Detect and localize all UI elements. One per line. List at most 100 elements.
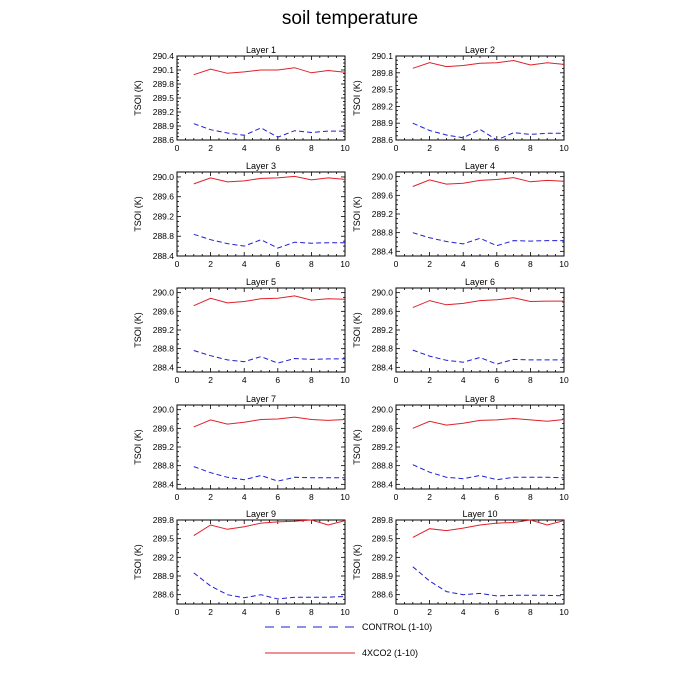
- x-tick-label: 10: [559, 607, 569, 617]
- series-line-control: [412, 122, 564, 141]
- y-axis-label: TSOI (K): [133, 80, 143, 116]
- plot-frame: [395, 171, 565, 257]
- x-tick-label: 4: [242, 259, 247, 269]
- x-tick-label: 6: [494, 259, 499, 269]
- x-tick-label: 4: [461, 259, 466, 269]
- y-tick-label: 290.0: [372, 405, 394, 415]
- x-tick-label: 8: [309, 143, 314, 153]
- x-tick-label: 2: [427, 143, 432, 153]
- x-tick-label: 0: [394, 375, 399, 385]
- figure-title: soil temperature: [281, 8, 419, 29]
- y-axis-label: TSOI (K): [133, 312, 143, 348]
- y-tick-label: 289.2: [153, 552, 175, 562]
- x-tick-label: 0: [394, 607, 399, 617]
- x-tick-label: 2: [208, 375, 213, 385]
- panel-layer-5: Layer 5 TSOI (K) 0 2 4 6 8 10 288.4 288.8 289.2 289…: [133, 277, 350, 385]
- y-tick-label: 289.2: [153, 325, 175, 335]
- y-tick-label: 288.4: [372, 479, 394, 489]
- y-tick-label: 289.8: [153, 79, 175, 89]
- x-tick-label: 4: [461, 375, 466, 385]
- legend-control-label: CONTROL (1-10): [362, 622, 432, 632]
- x-tick-label: 2: [208, 259, 213, 269]
- x-tick-label: 6: [494, 492, 499, 502]
- x-tick-label: 4: [461, 607, 466, 617]
- plot-frame: [395, 404, 565, 490]
- panel-title: Layer 7: [246, 394, 276, 404]
- series-line-4xco2: [412, 519, 565, 538]
- panel-layer-3: Layer 3 TSOI (K) 0 2 4 6 8 10 288.4 288.8 289.2 289…: [133, 161, 350, 269]
- y-axis-label: TSOI (K): [133, 196, 143, 232]
- y-tick-label: 289.6: [372, 306, 394, 316]
- y-tick-label: 289.5: [153, 534, 175, 544]
- x-tick-label: 6: [494, 375, 499, 385]
- y-tick-label: 289.2: [372, 209, 394, 219]
- x-tick-label: 8: [528, 492, 533, 502]
- panel-title: Layer 4: [465, 161, 495, 171]
- x-tick-label: 4: [242, 143, 247, 153]
- x-tick-label: 6: [275, 143, 280, 153]
- panel-title: Layer 1: [246, 45, 276, 55]
- panel-layer-4: Layer 4 TSOI (K) 0 2 4 6 8 10 288.4 288.8 289.2 289…: [352, 161, 569, 269]
- x-tick-label: 2: [208, 492, 213, 502]
- legend-4xco2-label: 4XCO2 (1-10): [362, 648, 418, 658]
- x-tick-label: 6: [494, 143, 499, 153]
- panel-title: Layer 3: [246, 161, 276, 171]
- y-tick-label: 289.5: [153, 93, 175, 103]
- y-tick-label: 288.9: [153, 121, 175, 131]
- x-tick-label: 6: [494, 607, 499, 617]
- y-tick-label: 289.2: [372, 101, 394, 111]
- y-tick-label: 289.8: [372, 515, 394, 525]
- y-tick-label: 288.9: [372, 571, 394, 581]
- y-tick-label: 290.0: [153, 172, 175, 182]
- series-line-4xco2: [412, 297, 564, 309]
- x-tick-label: 0: [175, 607, 180, 617]
- x-tick-label: 0: [394, 259, 399, 269]
- series-line-4xco2: [412, 177, 565, 187]
- x-tick-label: 10: [559, 143, 569, 153]
- x-tick-label: 10: [340, 607, 350, 617]
- x-tick-label: 2: [427, 607, 432, 617]
- panel-title: Layer 5: [246, 277, 276, 287]
- y-tick-label: 289.6: [372, 190, 394, 200]
- series-line-control: [412, 232, 564, 247]
- y-tick-label: 290.0: [153, 405, 175, 415]
- x-tick-label: 8: [528, 259, 533, 269]
- x-tick-label: 6: [275, 607, 280, 617]
- y-tick-label: 290.4: [153, 51, 175, 61]
- y-axis-label: TSOI (K): [352, 544, 362, 580]
- y-tick-label: 289.5: [372, 534, 394, 544]
- y-tick-label: 289.6: [153, 306, 175, 316]
- series-line-control: [193, 466, 345, 482]
- x-tick-label: 10: [559, 492, 569, 502]
- x-tick-label: 4: [242, 492, 247, 502]
- y-tick-label: 288.4: [153, 479, 175, 489]
- y-tick-label: 288.8: [153, 344, 175, 354]
- series-line-4xco2: [193, 295, 346, 307]
- x-tick-label: 0: [394, 492, 399, 502]
- y-tick-label: 288.6: [153, 590, 175, 600]
- series-line-4xco2: [193, 67, 346, 76]
- y-tick-label: 288.6: [372, 590, 394, 600]
- x-tick-label: 6: [275, 375, 280, 385]
- y-tick-label: 288.8: [372, 228, 394, 238]
- y-tick-label: 289.2: [372, 442, 394, 452]
- x-tick-label: 10: [559, 259, 569, 269]
- x-tick-label: 0: [175, 259, 180, 269]
- y-tick-label: 288.8: [153, 231, 175, 241]
- y-tick-label: 289.6: [372, 423, 394, 433]
- y-axis-label: TSOI (K): [133, 544, 143, 580]
- y-tick-label: 290.0: [153, 288, 175, 298]
- panel-layer-7: Layer 7 TSOI (K) 0 2 4 6 8 10 288.4 288.8 289.2 289…: [133, 394, 350, 502]
- panel-title: Layer 10: [462, 509, 497, 519]
- y-tick-label: 290.1: [372, 51, 394, 61]
- series-line-control: [193, 233, 345, 249]
- x-tick-label: 6: [275, 259, 280, 269]
- x-tick-label: 0: [175, 143, 180, 153]
- x-tick-label: 10: [340, 492, 350, 502]
- panel-layer-2: Layer 2 TSOI (K) 0 2 4 6 8 10 288.6 288.9 289.2 289…: [352, 45, 569, 153]
- y-tick-label: 290.1: [153, 65, 175, 75]
- series-line-4xco2: [193, 175, 346, 185]
- legend: CONTROL (1-10) 4XCO2 (1-10): [265, 622, 432, 658]
- series-line-4xco2: [193, 519, 346, 537]
